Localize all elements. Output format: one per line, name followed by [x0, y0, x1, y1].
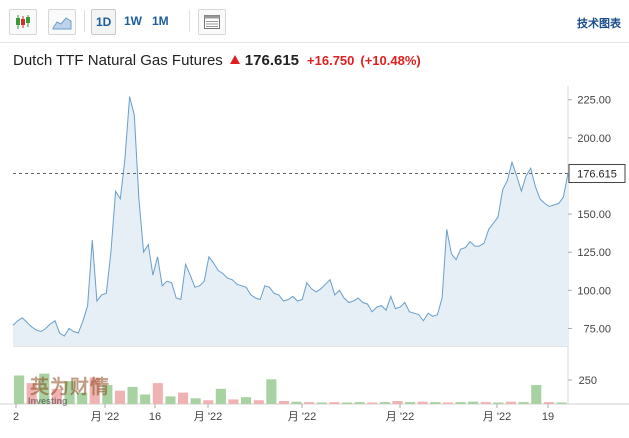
volume-bar: [480, 402, 491, 404]
x-tick-label: 月 '22: [288, 411, 316, 423]
area-chart-icon: [52, 17, 72, 30]
volume-bar: [266, 379, 277, 404]
volume-bar: [77, 392, 88, 404]
y-tick-label: 150.00: [577, 209, 611, 221]
volume-bar: [392, 401, 403, 404]
x-tick-label: 月 '22: [194, 411, 222, 423]
price-change: +16.750: [307, 53, 355, 68]
volume-bar: [354, 402, 365, 404]
volume-bar: [165, 396, 176, 404]
volume-bar: [241, 397, 252, 404]
candlestick-chart-button[interactable]: [9, 9, 37, 35]
volume-bar: [39, 373, 50, 404]
volume-bar: [51, 388, 62, 404]
volume-bar: [468, 401, 479, 404]
instrument-title: Dutch TTF Natural Gas Futures: [13, 52, 223, 69]
x-tick-label: 16: [149, 411, 161, 423]
volume-bar: [190, 398, 201, 404]
volume-bar: [127, 386, 138, 404]
toolbar-divider: [84, 10, 85, 32]
volume-bar: [493, 402, 504, 404]
y-tick-label: 200.00: [577, 133, 611, 145]
chart-toolbar: 1D 1W 1M 技术图表: [0, 0, 629, 43]
volume-bar: [518, 402, 529, 404]
data-table-button[interactable]: [198, 9, 226, 35]
y-tick-label: 75.00: [583, 323, 611, 335]
last-price-badge: [568, 164, 626, 184]
volume-tick-label: 250: [579, 375, 597, 387]
volume-bar: [278, 401, 289, 404]
volume-bar: [316, 402, 327, 404]
price-chart[interactable]: 225.00200.00175.00150.00125.00100.0075.0…: [0, 86, 629, 438]
volume-bar: [114, 390, 125, 404]
volume-bar: [64, 381, 75, 404]
range-1d-button[interactable]: 1D: [91, 9, 117, 35]
volume-bar: [14, 375, 25, 404]
x-tick-label: 月 '22: [91, 411, 119, 423]
volume-bar: [531, 385, 542, 404]
toolbar-divider: [189, 10, 190, 32]
volume-bar: [379, 402, 390, 404]
volume-bar: [152, 383, 163, 404]
volume-bar: [304, 402, 315, 404]
price-change-percent: (+10.48%): [360, 53, 421, 68]
technical-chart-link[interactable]: 技术图表: [577, 18, 621, 30]
volume-bar: [556, 402, 567, 404]
area-chart-button[interactable]: [48, 9, 76, 35]
price-area: [13, 96, 568, 346]
last-price-badge-label: 176.615: [577, 169, 617, 181]
volume-bar: [178, 392, 189, 404]
volume-bar: [26, 383, 37, 404]
y-tick-label: 125.00: [577, 247, 611, 259]
volume-bar: [342, 402, 353, 404]
volume-bar: [442, 402, 453, 404]
y-tick-label: 225.00: [577, 95, 611, 107]
volume-bar: [253, 400, 264, 404]
price-line: [12, 96, 569, 337]
x-tick-label: 19: [542, 411, 554, 423]
range-1m-button[interactable]: 1M: [152, 14, 169, 28]
volume-bar: [367, 402, 378, 404]
volume-bar: [543, 402, 554, 404]
volume-bar: [291, 401, 302, 404]
volume-bar: [140, 394, 151, 404]
x-tick-label: 月 '22: [483, 411, 511, 423]
volume-bar: [228, 399, 239, 404]
x-tick-label: 月 '22: [386, 411, 414, 423]
volume-bar: [203, 400, 214, 404]
volume-bar: [417, 401, 428, 404]
watermark-cn: 英为财情: [30, 377, 111, 398]
watermark-en: Investing: [28, 396, 68, 406]
table-icon: [204, 15, 220, 29]
volume-bar: [505, 401, 516, 404]
up-arrow-icon: [229, 55, 240, 64]
volume-bar: [102, 385, 113, 404]
volume-bar: [405, 402, 416, 404]
volume-bar: [430, 402, 441, 404]
volume-bar: [329, 402, 340, 404]
volume-bar: [89, 377, 100, 404]
y-tick-label: 100.00: [577, 285, 611, 297]
candlestick-icon: [16, 15, 30, 29]
x-tick-label: 2: [13, 411, 19, 423]
last-price: 176.615: [244, 52, 300, 69]
watermark: 英为财情 Investing: [28, 372, 111, 406]
volume-bar: [215, 388, 226, 404]
instrument-header: Dutch TTF Natural Gas Futures 176.615 +1…: [13, 52, 427, 72]
volume-bar: [455, 402, 466, 404]
range-1w-button[interactable]: 1W: [124, 14, 142, 28]
